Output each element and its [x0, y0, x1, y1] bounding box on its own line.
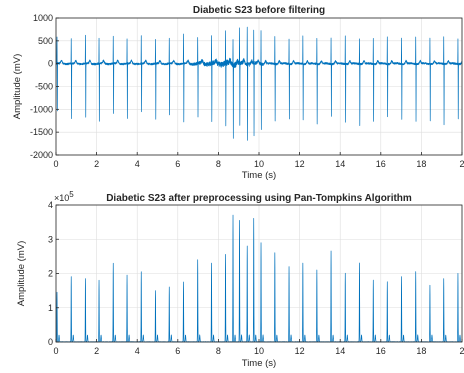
- y-axis-label: Amplitude (mV): [16, 241, 27, 306]
- y-scale-base: ×10: [54, 193, 69, 203]
- y-tick-label: 0: [48, 59, 53, 69]
- x-tick-label: 16: [376, 159, 386, 169]
- x-tick-label: 8: [216, 346, 221, 356]
- x-tick-label: 2: [94, 346, 99, 356]
- y-tick-label: 4: [48, 200, 53, 210]
- x-tick-label: 18: [416, 346, 426, 356]
- x-tick-label: 12: [295, 346, 305, 356]
- x-tick-label: 0: [53, 346, 58, 356]
- x-tick-label: 2: [94, 159, 99, 169]
- chart-title: Diabetic S23 before filtering: [193, 5, 325, 16]
- y-tick-label: 0: [48, 337, 53, 347]
- x-tick-label: 10: [254, 346, 264, 356]
- y-axis-label: Amplitude (mV): [12, 54, 23, 119]
- x-tick-label: 12: [295, 159, 305, 169]
- x-tick-label: 4: [135, 346, 140, 356]
- y-tick-labels: 0 1 2 3 4: [48, 200, 59, 347]
- y-tick-label: -1500: [30, 127, 53, 137]
- x-tick-label: 6: [175, 346, 180, 356]
- x-tick-label: 2: [459, 159, 464, 169]
- x-tick-label: 14: [335, 346, 345, 356]
- y-scale-exponent: 5: [69, 190, 74, 199]
- x-tick-label: 16: [376, 346, 386, 356]
- x-tick-label: 10: [254, 159, 264, 169]
- x-axis-label: Time (s): [242, 170, 276, 181]
- y-tick-label: 2: [48, 269, 53, 279]
- x-tick-label: 0: [53, 159, 58, 169]
- x-tick-label: 2: [459, 346, 464, 356]
- y-tick-label: -500: [35, 82, 53, 92]
- x-tick-label: 18: [416, 159, 426, 169]
- raw-ecg-series-line: [55, 26, 463, 141]
- chart-before-filtering: Diabetic S23 before filtering 0 2 4 6 8 10 12 1…: [12, 5, 464, 181]
- y-tick-label: 500: [38, 36, 53, 46]
- chart-after-pan-tompkins: Diabetic S23 after preprocessing using P…: [16, 190, 464, 369]
- y-scale-multiplier: ×105: [54, 190, 74, 203]
- y-tick-labels: -2000 -1500 -1000 -500 0 500 1000: [30, 13, 59, 160]
- x-axis-label: Time (s): [242, 358, 276, 369]
- x-tick-label: 8: [216, 159, 221, 169]
- x-tick-labels: 0 2 4 6 8 10 12 14 16 18 2: [53, 152, 464, 169]
- x-tick-label: 4: [135, 159, 140, 169]
- signal-trace-group: [55, 26, 463, 141]
- x-tick-label: 14: [335, 159, 345, 169]
- y-tick-label: -2000: [30, 150, 53, 160]
- y-tick-label: 1000: [33, 13, 53, 23]
- x-tick-label: 6: [175, 159, 180, 169]
- y-tick-label: -1000: [30, 104, 53, 114]
- y-tick-label: 3: [48, 234, 53, 244]
- y-tick-label: 1: [48, 303, 53, 313]
- chart-title: Diabetic S23 after preprocessing using P…: [106, 193, 412, 204]
- x-tick-labels: 0 2 4 6 8 10 12 14 16 18 2: [53, 339, 464, 356]
